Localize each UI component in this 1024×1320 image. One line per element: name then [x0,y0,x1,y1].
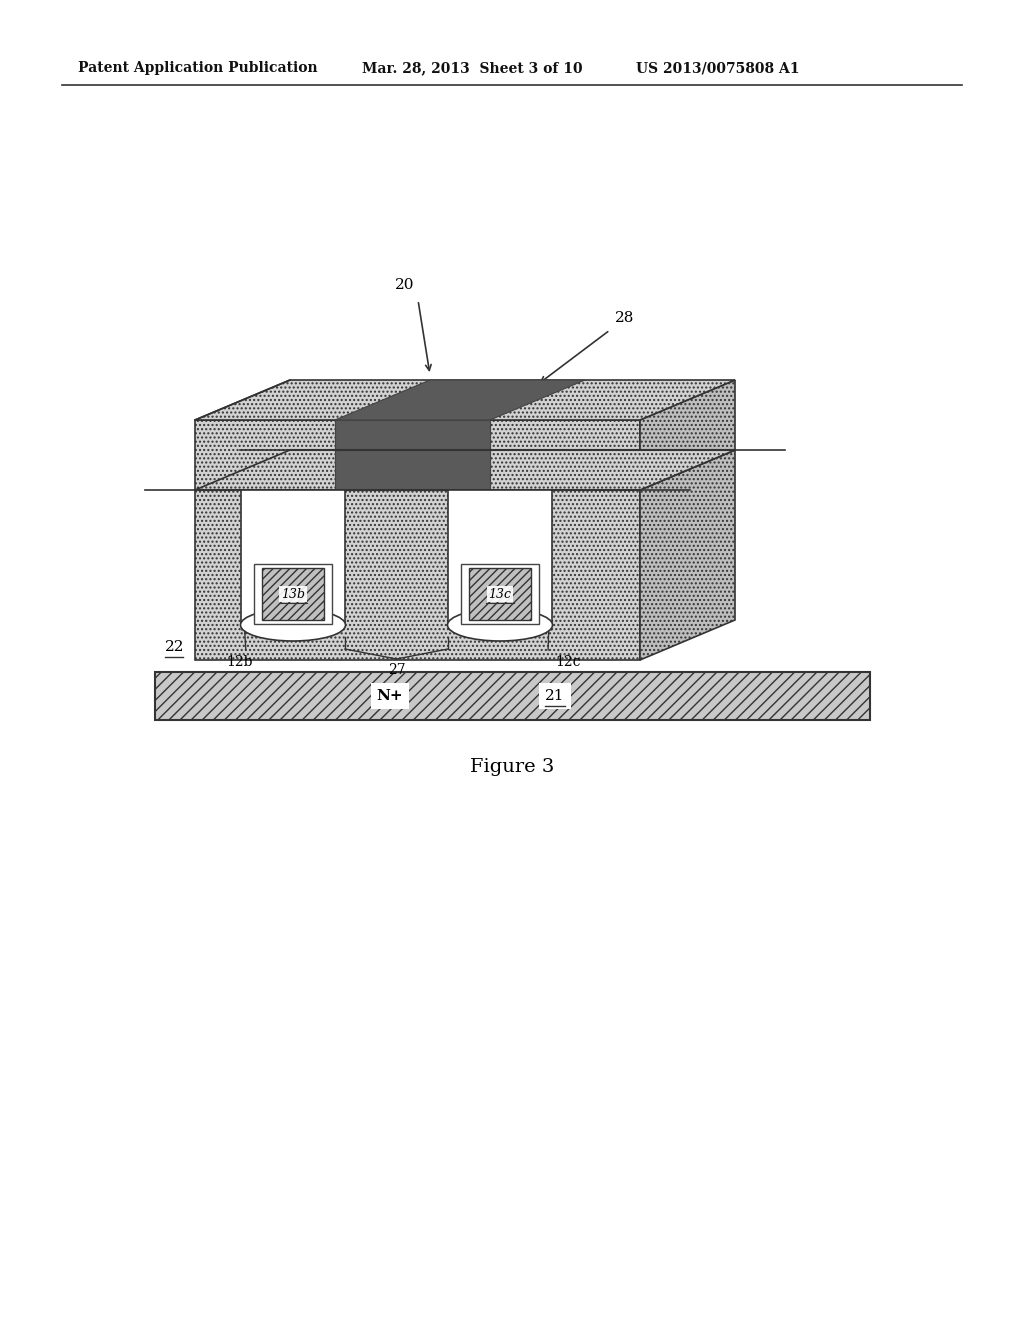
Polygon shape [640,380,735,490]
Text: US 2013/0075808 A1: US 2013/0075808 A1 [636,61,800,75]
Polygon shape [254,564,332,624]
Polygon shape [461,564,539,624]
Ellipse shape [447,609,553,642]
Text: 22: 22 [165,640,184,653]
Polygon shape [640,450,735,660]
Text: 13b: 13b [281,587,305,601]
Polygon shape [335,420,490,490]
Text: 20: 20 [395,279,415,292]
Polygon shape [195,420,640,490]
Polygon shape [195,380,735,420]
Text: Mar. 28, 2013  Sheet 3 of 10: Mar. 28, 2013 Sheet 3 of 10 [362,61,583,75]
Ellipse shape [241,609,345,642]
Polygon shape [262,568,324,620]
Polygon shape [335,420,490,490]
Polygon shape [241,490,345,624]
Text: 12b: 12b [226,655,253,669]
Polygon shape [195,450,735,490]
Polygon shape [449,490,552,624]
Text: Figure 3: Figure 3 [470,758,554,776]
Text: 12c: 12c [555,655,581,669]
Text: Patent Application Publication: Patent Application Publication [78,61,317,75]
Polygon shape [469,568,531,620]
Polygon shape [155,672,870,719]
Polygon shape [335,380,585,420]
Polygon shape [195,490,640,660]
Text: N+: N+ [377,689,403,704]
Text: 21: 21 [545,689,565,704]
Text: 13c: 13c [488,587,512,601]
Text: 28: 28 [615,312,635,325]
Text: 27: 27 [388,663,406,677]
